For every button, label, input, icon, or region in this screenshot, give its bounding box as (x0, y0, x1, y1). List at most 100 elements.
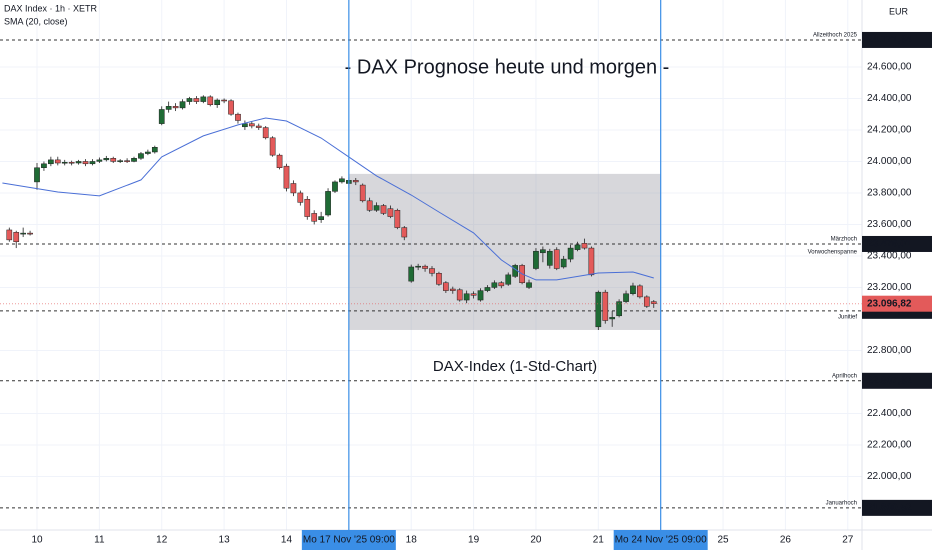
candle-body (34, 167, 40, 183)
level-price-label: 21.800,52 (867, 503, 912, 514)
candle-body (103, 158, 110, 161)
candle-body (623, 293, 629, 302)
candle-body (463, 293, 470, 301)
candle-body (269, 137, 276, 156)
x-tick-label: 26 (780, 535, 792, 546)
x-tick-label: 18 (406, 535, 418, 546)
candle-body (82, 161, 89, 165)
candle-body (373, 205, 380, 211)
level-name: Januarhoch (826, 500, 857, 506)
candle-body (574, 244, 581, 250)
x-tick-label: 20 (530, 535, 542, 546)
last-price-box (862, 295, 932, 312)
candle-body (297, 192, 304, 203)
level-price-label: 22.607,32 (867, 375, 912, 386)
candle-body (443, 282, 449, 291)
candle-body (401, 227, 408, 238)
candle-body (20, 232, 26, 235)
candle-body (304, 198, 311, 217)
candle-body (491, 282, 498, 288)
y-tick-label: 22.800,00 (867, 345, 912, 356)
candle-body (61, 161, 68, 164)
candle-body (124, 160, 130, 162)
candle-body (616, 301, 622, 317)
level-name: Allzeithoch 2025 (813, 33, 858, 39)
level-price-box (862, 31, 932, 48)
level-price-box (862, 235, 932, 252)
y-tick-label: 23.200,00 (867, 282, 912, 293)
candle-body (283, 165, 290, 189)
candle-body (235, 113, 241, 121)
level-name: Märzhoch (831, 237, 857, 243)
y-tick-label: 22.400,00 (867, 408, 912, 419)
candle-body (6, 229, 13, 241)
candle-body (484, 287, 491, 291)
range-name: Vorwochenspanne (808, 250, 858, 256)
x-tick-label: 25 (717, 535, 729, 546)
candle-body (27, 232, 33, 235)
candle-body (595, 291, 602, 328)
candle-body (193, 98, 200, 102)
candle-body (248, 123, 255, 127)
candle-body (41, 163, 47, 168)
y-tick-label: 22.200,00 (867, 440, 912, 451)
y-tick-label: 24.200,00 (867, 125, 912, 136)
candle-body (546, 250, 553, 266)
level-price-label: 24.771,34 (867, 35, 912, 46)
x-tick-label: 10 (31, 535, 43, 546)
candle-body (394, 210, 401, 228)
candle-body (456, 289, 463, 301)
candle-body (110, 158, 117, 162)
x-tick-label: 12 (156, 535, 168, 546)
candle-body (436, 273, 442, 285)
y-tick-label: 23.600,00 (867, 219, 912, 230)
candle-body (560, 258, 567, 268)
candle-body (89, 161, 96, 165)
candle-body (366, 200, 373, 211)
candle-body (13, 232, 20, 243)
candle-body (540, 249, 546, 254)
level-name: Aprilhoch (832, 373, 857, 379)
level-name: Junitief (838, 314, 857, 320)
candle-body (186, 98, 193, 102)
candle-body (179, 101, 186, 109)
candle-body (602, 291, 609, 321)
candle-body (553, 249, 560, 269)
indicator-label: SMA (20, close) (4, 16, 68, 26)
candle-body (131, 158, 137, 162)
candle-body (588, 247, 595, 276)
candle-body (449, 288, 456, 291)
candle-body (352, 180, 359, 183)
candle-body (332, 181, 338, 192)
x-tick-label: 21 (593, 535, 605, 546)
candle-body (643, 296, 650, 307)
candle-body (470, 293, 477, 296)
chart-subtitle: DAX-Index (1-Std-Chart) (433, 358, 597, 375)
candle-body (318, 216, 324, 220)
candle-body (408, 266, 415, 282)
candle-body (630, 285, 636, 294)
candle-body (477, 290, 484, 301)
candle-body (650, 301, 657, 304)
level-price-box (862, 499, 932, 516)
candle-body (533, 250, 539, 269)
candle-body (262, 127, 269, 139)
candle-body (276, 154, 283, 168)
candle-body (96, 159, 103, 162)
x-tick-label: Mo 24 Nov '25 09:00 (615, 535, 707, 546)
candle-body (200, 96, 207, 102)
x-tick-label: 13 (219, 535, 231, 546)
last-price-label: 23.096,82 (867, 298, 912, 309)
x-tick-label: Mo 17 Nov '25 09:00 (303, 535, 395, 546)
candle-body (255, 125, 262, 128)
candle-body (75, 161, 82, 164)
candle-body (387, 208, 394, 217)
x-tick-label: 11 (94, 535, 105, 546)
candle-body (526, 282, 532, 288)
candle-body (339, 178, 345, 183)
candle-body (158, 109, 165, 124)
candle-body (138, 153, 144, 159)
level-price-label: 23.476,01 (867, 239, 912, 250)
candle-body (581, 243, 588, 249)
